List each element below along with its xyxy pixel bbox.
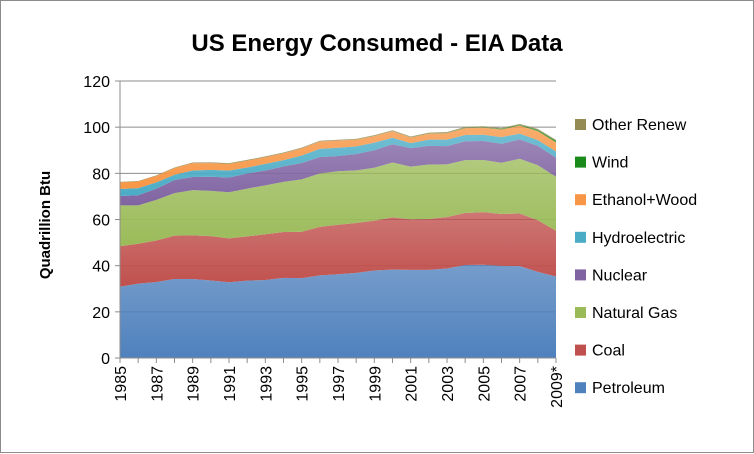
y-tick-label: 100 (83, 120, 110, 137)
legend-label-ethanol-wood: Ethanol+Wood (592, 192, 697, 209)
x-tick-label: 1991 (222, 366, 239, 402)
area-natural-gas (120, 158, 556, 247)
x-tick-label: 1999 (367, 366, 384, 402)
x-tick-label: 1987 (149, 366, 166, 402)
y-axis-title: Quadrillion Btu (37, 171, 54, 279)
area-hydroelectric (120, 133, 556, 196)
legend-swatch-natural-gas (575, 307, 586, 318)
legend-label-wind: Wind (592, 155, 628, 172)
legend-swatch-petroleum (575, 382, 586, 394)
x-tick-label: 2001 (404, 366, 421, 402)
y-tick-label: 120 (83, 74, 110, 91)
x-tick-label: 2009* (549, 366, 566, 408)
legend-swatch-ethanol-wood (575, 194, 586, 206)
x-tick-label: 2005 (476, 366, 493, 402)
x-tick-label: 1985 (113, 366, 130, 402)
area-coal (120, 212, 556, 287)
legend-swatch-wind (575, 156, 586, 168)
x-tick-label: 1989 (186, 366, 203, 402)
area-petroleum (120, 264, 556, 358)
y-tick-label: 20 (92, 305, 110, 322)
legend-label-other-renew: Other Renew (592, 117, 687, 134)
area-ethanol-wood (120, 125, 556, 190)
x-tick-label: 1993 (258, 366, 275, 402)
stacked-areas (120, 123, 556, 358)
legend-label-petroleum: Petroleum (592, 380, 665, 397)
legend-label-coal: Coal (592, 343, 625, 360)
y-tick-label: 80 (92, 166, 110, 183)
y-tick-label: 0 (101, 351, 110, 368)
x-tick-label: 1995 (295, 366, 312, 402)
area-nuclear (120, 139, 556, 206)
legend-swatch-hydroelectric (575, 231, 586, 243)
legend-label-natural-gas: Natural Gas (592, 305, 677, 322)
legend-swatch-coal (575, 344, 586, 356)
axes: 0 20 40 60 80 100 120 1985 1987 1989 1991 1993 1995 1… (83, 74, 566, 408)
legend-swatch-nuclear (575, 269, 586, 281)
legend: Other Renew Wind Ethanol+Wood Hydroelectric… (575, 117, 697, 397)
x-tick-label: 2007 (513, 366, 530, 402)
legend-swatch-other-renew (575, 119, 586, 130)
y-tick-label: 40 (92, 259, 110, 276)
legend-label-hydroelectric: Hydroelectric (592, 230, 685, 247)
chart-title: US Energy Consumed - EIA Data (191, 30, 563, 57)
legend-label-nuclear: Nuclear (592, 267, 648, 284)
x-tick-label: 2003 (440, 366, 457, 402)
y-tick-label: 60 (92, 213, 110, 230)
x-tick-label: 1997 (331, 366, 348, 402)
